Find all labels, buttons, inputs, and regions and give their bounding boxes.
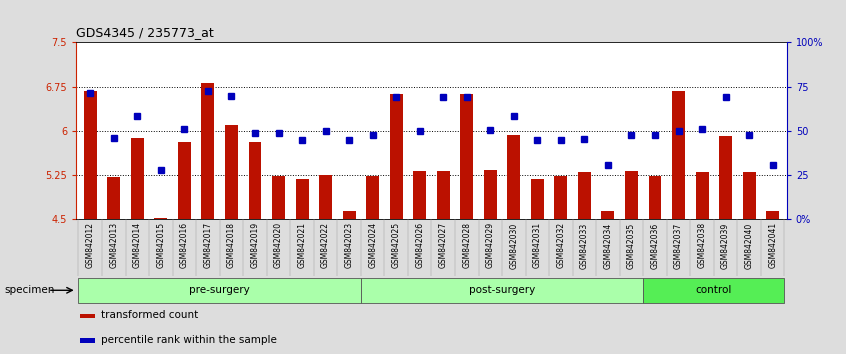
Text: GSM842026: GSM842026 (415, 222, 424, 268)
Bar (84, 91, 96, 219)
Text: GSM842023: GSM842023 (344, 222, 354, 268)
Text: GSM842030: GSM842030 (509, 222, 519, 269)
Text: GSM842032: GSM842032 (557, 222, 565, 268)
Bar (272, 176, 285, 219)
Text: GSM842034: GSM842034 (603, 222, 613, 269)
Bar (131, 138, 144, 219)
Bar (295, 179, 309, 219)
Text: pre-surgery: pre-surgery (190, 285, 250, 295)
Bar (672, 91, 685, 219)
Text: control: control (695, 285, 732, 295)
Bar (719, 136, 732, 219)
Bar (249, 142, 261, 219)
Text: GSM842038: GSM842038 (698, 222, 706, 268)
Text: GSM842017: GSM842017 (203, 222, 212, 268)
Bar (413, 171, 426, 219)
Bar (107, 177, 120, 219)
Bar (643, 278, 784, 303)
Bar (460, 95, 473, 219)
Bar (225, 125, 238, 219)
Text: GDS4345 / 235773_at: GDS4345 / 235773_at (76, 26, 214, 39)
Text: GSM842033: GSM842033 (580, 222, 589, 269)
Bar (390, 95, 403, 219)
Text: GSM842022: GSM842022 (321, 222, 330, 268)
Bar (361, 278, 643, 303)
Bar (178, 142, 191, 219)
Bar (508, 135, 520, 219)
Text: GSM842031: GSM842031 (533, 222, 541, 268)
Bar (319, 175, 332, 219)
Bar (201, 82, 214, 219)
Bar (531, 179, 544, 219)
Text: GSM842028: GSM842028 (462, 222, 471, 268)
Bar (743, 172, 755, 219)
Text: GSM842020: GSM842020 (274, 222, 283, 268)
Bar (154, 218, 168, 219)
Bar (437, 171, 450, 219)
Text: GSM842012: GSM842012 (85, 222, 95, 268)
Text: GSM842036: GSM842036 (651, 222, 660, 269)
Text: GSM842040: GSM842040 (744, 222, 754, 269)
Text: GSM842037: GSM842037 (674, 222, 683, 269)
Text: percentile rank within the sample: percentile rank within the sample (101, 335, 277, 345)
Bar (484, 170, 497, 219)
Text: specimen: specimen (4, 285, 55, 295)
Bar (649, 176, 662, 219)
Text: transformed count: transformed count (101, 310, 198, 320)
Bar (554, 176, 568, 219)
Text: GSM842018: GSM842018 (227, 222, 236, 268)
Text: GSM842021: GSM842021 (298, 222, 306, 268)
Text: GSM842025: GSM842025 (392, 222, 401, 268)
Bar (80, 314, 96, 318)
Bar (80, 338, 96, 343)
Text: GSM842027: GSM842027 (439, 222, 448, 268)
Text: GSM842035: GSM842035 (627, 222, 636, 269)
Bar (578, 172, 591, 219)
Text: GSM842015: GSM842015 (157, 222, 165, 268)
Bar (695, 172, 709, 219)
Text: GSM842014: GSM842014 (133, 222, 142, 268)
Text: GSM842041: GSM842041 (768, 222, 777, 268)
Bar (79, 278, 361, 303)
Text: GSM842029: GSM842029 (486, 222, 495, 268)
Text: post-surgery: post-surgery (469, 285, 536, 295)
Bar (625, 171, 638, 219)
Bar (366, 176, 379, 219)
Text: GSM842016: GSM842016 (180, 222, 189, 268)
Bar (766, 211, 779, 219)
Text: GSM842013: GSM842013 (109, 222, 118, 268)
Bar (343, 211, 355, 219)
Bar (602, 211, 614, 219)
Text: GSM842019: GSM842019 (250, 222, 260, 268)
Text: GSM842039: GSM842039 (721, 222, 730, 269)
Text: GSM842024: GSM842024 (368, 222, 377, 268)
